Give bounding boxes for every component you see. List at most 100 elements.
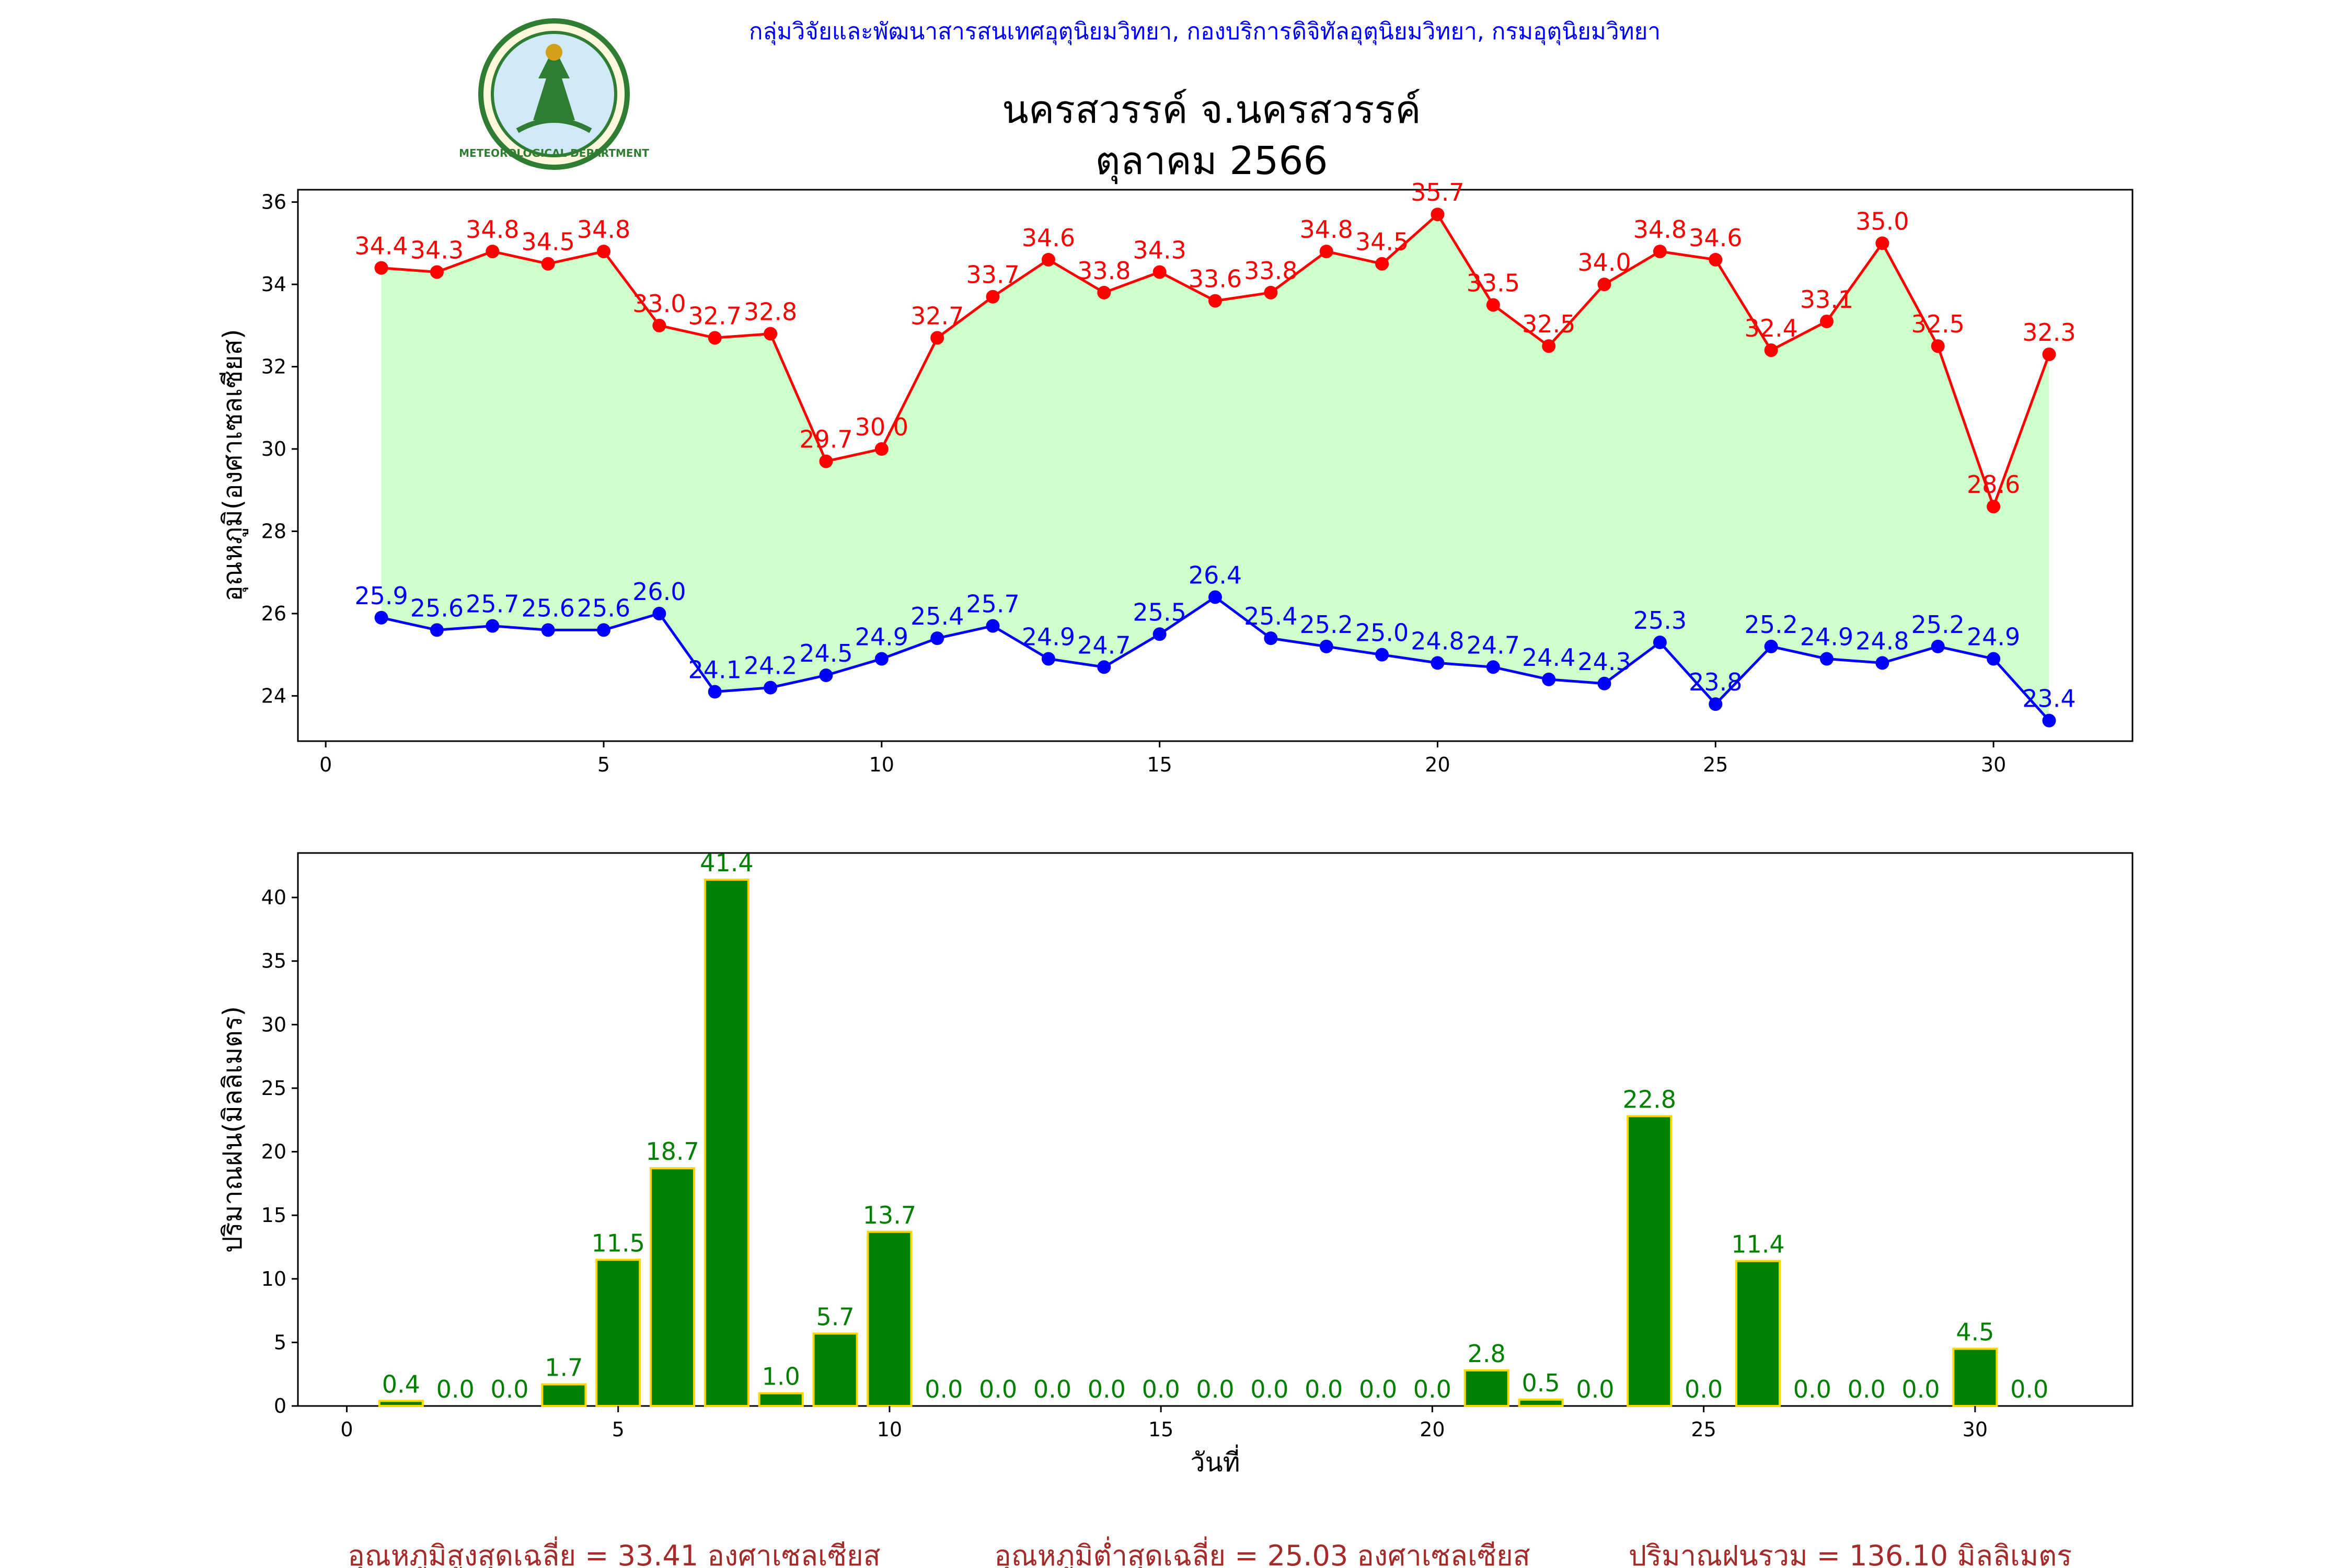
rainfall-bar-label: 0.0 [1250,1375,1288,1403]
rainfall-bar-label: 0.0 [1901,1375,1940,1403]
rainfall-y-tick-label: 0 [274,1394,286,1417]
rainfall-bar [1735,1260,1781,1407]
max-temperature-label: 35.7 [1411,178,1464,206]
temperature-y-tick-label: 24 [261,684,286,707]
rainfall-bar-label: 13.7 [863,1201,916,1229]
max-temperature-label: 32.3 [2022,318,2076,347]
temperature-x-tick-label: 30 [1981,753,2006,776]
rainfall-y-tick-label: 20 [261,1140,286,1163]
min-temperature-label: 25.5 [1133,598,1186,626]
min-temperature-label: 24.7 [1077,631,1131,659]
max-temperature-label: 34.3 [410,236,464,264]
rainfall-bar-label: 0.0 [436,1375,475,1403]
rainfall-bar [704,879,750,1407]
rainfall-y-tick-label: 5 [274,1331,286,1354]
min-temperature-point [1097,660,1111,674]
temperature-plot: 34.4 34.334.8 34.5 34.833.0 32.7 32.829.7 30.0… [261,178,2076,776]
max-temperature-point [1152,265,1167,279]
temperature-x-tick-label: 10 [869,753,894,776]
max-temperature-label: 32.5 [1911,310,1965,338]
min-temperature-point [486,619,500,633]
chart-title: นครสวรรค์ จ.นครสวรรค์ [1002,87,1421,132]
max-temperature-label: 34.6 [1022,224,1075,252]
temperature-x-tick-label: 0 [319,753,332,776]
rainfall-y-axis-title: ปริมาณฝน(มิลลิเมตร) [217,1006,248,1253]
rainfall-plot-frame [297,852,2134,1407]
temperature-y-tick-label: 36 [261,191,286,214]
rainfall-bar [595,1259,641,1407]
rainfall-x-tick-label: 5 [612,1418,625,1441]
min-temperature-label: 24.9 [1800,623,1853,651]
min-temperature-point [652,606,666,620]
max-temperature-point [1542,339,1556,353]
min-temperature-label: 25.6 [577,594,630,622]
min-temperature-label: 25.4 [910,602,964,630]
max-temperature-label: 34.5 [521,228,574,256]
min-temperature-point [708,685,722,699]
max-temperature-point [874,442,889,456]
max-temperature-label: 34.8 [1300,215,1353,244]
rainfall-bar [1627,1115,1673,1408]
temperature-x-tick-label: 25 [1703,753,1728,776]
min-temperature-label: 24.8 [1411,627,1464,655]
rainfall-bar-label: 0.0 [925,1375,963,1403]
max-temperature-point [986,290,1000,304]
min-temperature-label: 25.2 [1744,610,1797,639]
rainfall-y-tick-label: 10 [261,1267,286,1290]
min-temperature-label: 24.3 [1577,648,1631,676]
max-temperature-point [374,261,388,275]
rainfall-bar-label: 11.4 [1731,1230,1784,1259]
min-temperature-point [1152,627,1167,641]
max-temperature-label: 34.5 [1355,228,1409,256]
max-temperature-point [1041,252,1055,267]
min-temperature-label: 26.0 [632,578,686,606]
max-temperature-average: อุณหภูมิสูงสุดเฉลี่ย = 33.41 องศาเซลเซีย… [348,1536,880,1568]
min-temperature-label: 25.0 [1355,619,1409,647]
max-temperature-point [1375,257,1389,271]
min-temperature-point [764,681,778,695]
temperature-y-axis-title: อุณหภูมิ(องศาเซลเซียส) [217,329,248,601]
max-temperature-point [930,331,944,345]
rainfall-plot: 0.4 0.0 0.0 1.7 11.5 18.7 41.4 1.0 5.7 13.7 0.0 0.0… [261,849,2049,1441]
min-temperature-point [986,619,1000,633]
rainfall-bar-label: 0.0 [2010,1375,2048,1403]
rainfall-bar-label: 0.5 [1521,1369,1560,1397]
rainfall-bar [1952,1347,1998,1408]
svg-text:METEOROLOGICAL DEPARTMENT: METEOROLOGICAL DEPARTMENT [459,147,649,159]
min-temperature-point [1931,639,1945,653]
max-temperature-label: 34.0 [1577,248,1631,276]
rainfall-bar [541,1383,587,1407]
rainfall-x-tick-label: 0 [340,1418,353,1441]
min-temperature-point [1653,636,1667,650]
min-temperature-label: 23.4 [2022,685,2076,713]
max-temperature-label: 33.8 [1077,257,1131,285]
min-temperature-average: อุณหภูมิต่ำสุดเฉลี่ย = 25.03 องศาเซลเซีย… [994,1536,1530,1568]
max-temperature-point [708,331,722,345]
max-temperature-label: 34.8 [1633,215,1687,244]
max-temperature-label: 33.1 [1800,285,1853,314]
temperature-plot-frame [297,189,2134,742]
max-temperature-label: 33.8 [1244,257,1297,285]
min-temperature-point [1486,660,1500,674]
source-line: กลุ่มวิจัยและพัฒนาสารสนเทศอุตุนิยมวิทยา,… [749,18,1661,45]
temperature-range-fill [381,214,2049,721]
rainfall-y-tick-label: 35 [261,950,286,973]
min-temperature-label: 25.7 [966,590,1019,618]
temperature-y-tick-label: 32 [261,355,286,378]
rainfall-bar-label: 0.0 [1305,1375,1343,1403]
min-temperature-point [1764,639,1778,653]
max-temperature-point [1431,207,1445,222]
min-temperature-label: 25.6 [410,594,464,622]
temperature-y-tick-label: 34 [261,273,286,296]
max-temperature-label: 34.3 [1133,236,1186,264]
rainfall-y-tick-label: 40 [261,886,286,909]
min-temperature-label: 24.5 [799,639,852,667]
max-temperature-label: 34.6 [1689,224,1742,252]
max-temperature-point [1319,245,1333,259]
min-temperature-point [1431,656,1445,670]
rainfall-bar-label: 0.0 [1576,1375,1614,1403]
max-temperature-point [1486,298,1500,312]
rainfall-bar-label: 0.0 [1142,1375,1180,1403]
rainfall-x-tick-label: 10 [877,1418,902,1441]
